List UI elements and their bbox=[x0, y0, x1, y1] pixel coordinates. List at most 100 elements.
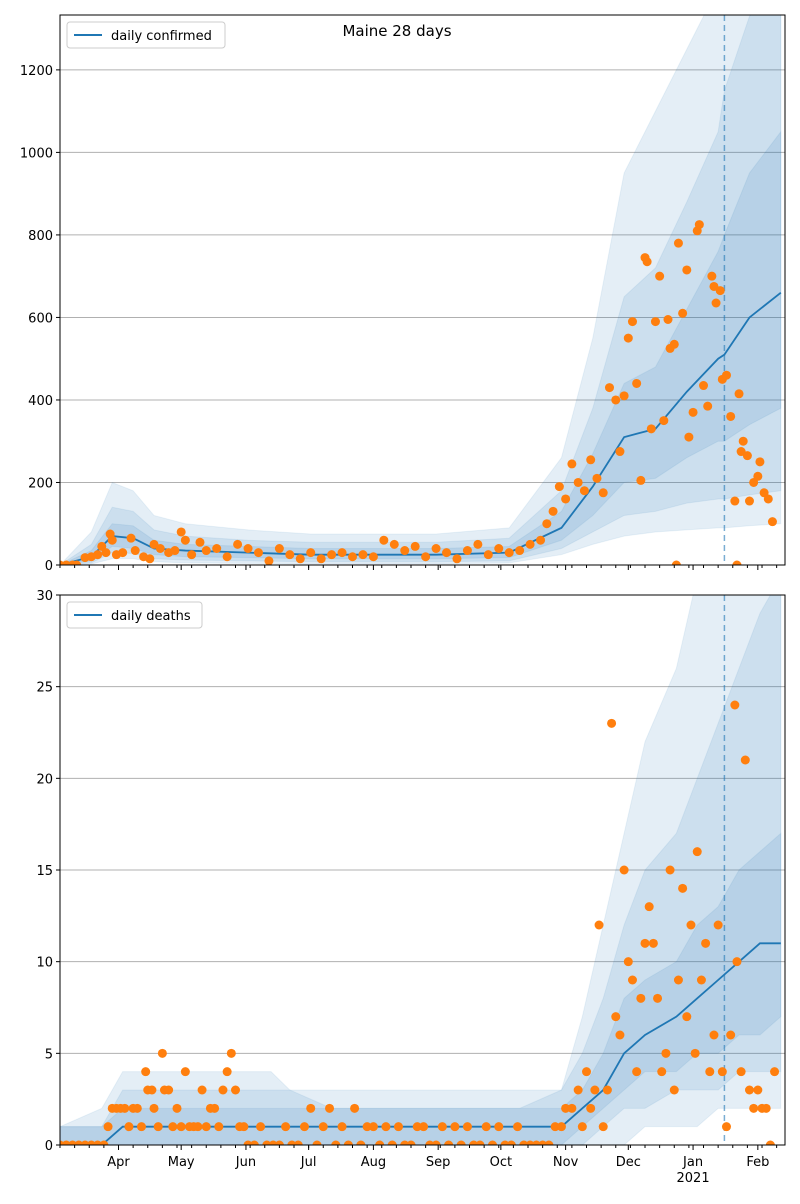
legend-box bbox=[66, 21, 226, 49]
observed-point bbox=[233, 539, 243, 549]
observed-point bbox=[607, 718, 617, 728]
observed-point bbox=[627, 317, 637, 327]
observed-point bbox=[222, 1067, 232, 1077]
observed-point bbox=[690, 1048, 700, 1058]
observed-point bbox=[577, 1122, 587, 1132]
observed-point bbox=[692, 847, 702, 857]
observed-point bbox=[389, 539, 399, 549]
observed-point bbox=[274, 543, 284, 553]
observed-point bbox=[130, 546, 140, 556]
x-tick-label: Oct bbox=[490, 1155, 512, 1170]
observed-point bbox=[671, 560, 681, 565]
x-tick-label: May bbox=[168, 1155, 195, 1170]
chart-title: Maine 28 days bbox=[342, 22, 451, 40]
observed-point bbox=[726, 411, 736, 421]
observed-point bbox=[475, 1140, 485, 1145]
observed-point bbox=[650, 317, 660, 327]
observed-point bbox=[101, 548, 111, 558]
observed-point bbox=[602, 1085, 612, 1095]
observed-point bbox=[703, 401, 713, 411]
observed-point bbox=[136, 1122, 146, 1132]
observed-point bbox=[506, 1140, 516, 1145]
observed-point bbox=[504, 548, 514, 558]
observed-point bbox=[665, 865, 675, 875]
observed-point bbox=[761, 1103, 771, 1113]
observed-point bbox=[481, 1122, 491, 1132]
y-tick-label: 1000 bbox=[20, 146, 53, 161]
observed-point bbox=[673, 238, 683, 248]
observed-point bbox=[412, 1122, 422, 1132]
observed-point bbox=[149, 1103, 159, 1113]
observed-point bbox=[573, 1085, 583, 1095]
observed-point bbox=[218, 1085, 228, 1095]
y-tick-label: 30 bbox=[36, 589, 53, 604]
observed-point bbox=[274, 1140, 284, 1145]
observed-point bbox=[646, 424, 656, 434]
legend: daily deaths bbox=[66, 601, 203, 629]
observed-point bbox=[525, 539, 535, 549]
y-tick-label: 1200 bbox=[20, 64, 53, 79]
observed-point bbox=[590, 1085, 600, 1095]
observed-point bbox=[732, 560, 742, 565]
observed-point bbox=[701, 938, 711, 948]
observed-point bbox=[730, 496, 740, 506]
y-tick-label: 25 bbox=[36, 681, 53, 696]
observed-point bbox=[657, 1067, 667, 1077]
observed-point bbox=[406, 1140, 416, 1145]
observed-point bbox=[306, 548, 316, 558]
observed-point bbox=[644, 902, 654, 912]
observed-point bbox=[592, 473, 602, 483]
observed-point bbox=[193, 1122, 203, 1132]
observed-point bbox=[736, 1067, 746, 1077]
observed-point bbox=[387, 1140, 397, 1145]
observed-point bbox=[299, 1122, 309, 1132]
observed-point bbox=[515, 546, 525, 556]
x-tick-label: Nov bbox=[553, 1155, 579, 1170]
y-tick-label: 800 bbox=[28, 229, 53, 244]
observed-point bbox=[678, 883, 688, 893]
observed-point bbox=[318, 1122, 328, 1132]
observed-point bbox=[176, 1122, 186, 1132]
observed-point bbox=[765, 1140, 775, 1145]
observed-point bbox=[619, 865, 629, 875]
observed-point bbox=[611, 1012, 621, 1022]
observed-point bbox=[421, 552, 431, 562]
x-tick-label: Feb bbox=[746, 1155, 769, 1170]
observed-point bbox=[253, 548, 263, 558]
band-middle bbox=[60, 595, 782, 1145]
x-tick-label: Apr bbox=[107, 1155, 130, 1170]
observed-point bbox=[243, 543, 253, 553]
observed-point bbox=[554, 482, 564, 492]
observed-point bbox=[362, 1122, 372, 1132]
y-tick-label: 600 bbox=[28, 311, 53, 326]
x-tick-year-label: 2021 bbox=[677, 1171, 710, 1186]
observed-point bbox=[450, 1122, 460, 1132]
observed-point bbox=[744, 1085, 754, 1095]
observed-point bbox=[226, 1048, 236, 1058]
observed-point bbox=[103, 1122, 113, 1132]
y-tick-label: 5 bbox=[45, 1047, 53, 1062]
band-middle bbox=[60, 15, 782, 565]
x-tick-label: Jan bbox=[682, 1155, 703, 1170]
observed-point bbox=[337, 1122, 347, 1132]
observed-point bbox=[669, 1085, 679, 1095]
observed-point bbox=[767, 517, 777, 527]
observed-point bbox=[669, 339, 679, 349]
legend-label: daily confirmed bbox=[111, 29, 212, 44]
observed-point bbox=[93, 550, 103, 560]
observed-point bbox=[586, 1103, 596, 1113]
observed-point bbox=[393, 1122, 403, 1132]
observed-point bbox=[579, 486, 589, 496]
observed-point bbox=[153, 1122, 163, 1132]
observed-point bbox=[573, 477, 583, 487]
x-tick-label: Sep bbox=[426, 1155, 451, 1170]
observed-point bbox=[99, 1140, 109, 1145]
confirmed-panel: 0 200 400 600 800 1000 1200 daily confirmed bbox=[20, 14, 786, 574]
observed-point bbox=[544, 1140, 554, 1145]
observed-point bbox=[462, 546, 472, 556]
observed-point bbox=[295, 554, 305, 564]
plot-area bbox=[60, 15, 782, 565]
observed-point bbox=[730, 700, 740, 710]
observed-point bbox=[348, 552, 358, 562]
